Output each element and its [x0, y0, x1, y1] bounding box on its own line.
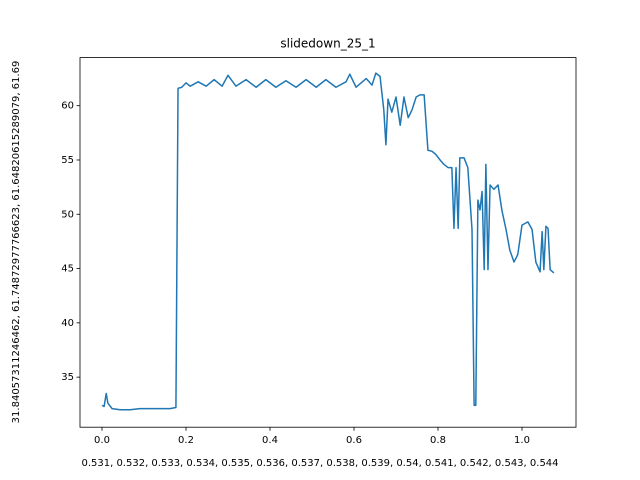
- x-axis-label: 0.531, 0.532, 0.533, 0.534, 0.535, 0.536…: [81, 458, 558, 469]
- x-tick-label: 1.0: [514, 435, 530, 446]
- y-axis-label: 31.84057311246462, 61.74872977766623, 61…: [11, 61, 22, 424]
- y-tick-label: 35: [61, 372, 74, 383]
- y-tick-label: 60: [61, 101, 74, 112]
- x-tick-label: 0.8: [430, 435, 446, 446]
- y-tick-label: 40: [61, 318, 74, 329]
- x-tick-label: 0.0: [94, 435, 110, 446]
- chart-title: slidedown_25_1: [280, 37, 375, 51]
- plot-frame: [79, 57, 577, 428]
- x-tick-label: 0.4: [262, 435, 278, 446]
- data-line: [101, 72, 555, 411]
- y-tick-label: 50: [61, 209, 74, 220]
- x-tick-label: 0.2: [178, 435, 194, 446]
- y-tick-label: 45: [61, 264, 74, 275]
- x-tick-label: 0.6: [346, 435, 362, 446]
- y-tick-label: 55: [61, 155, 74, 166]
